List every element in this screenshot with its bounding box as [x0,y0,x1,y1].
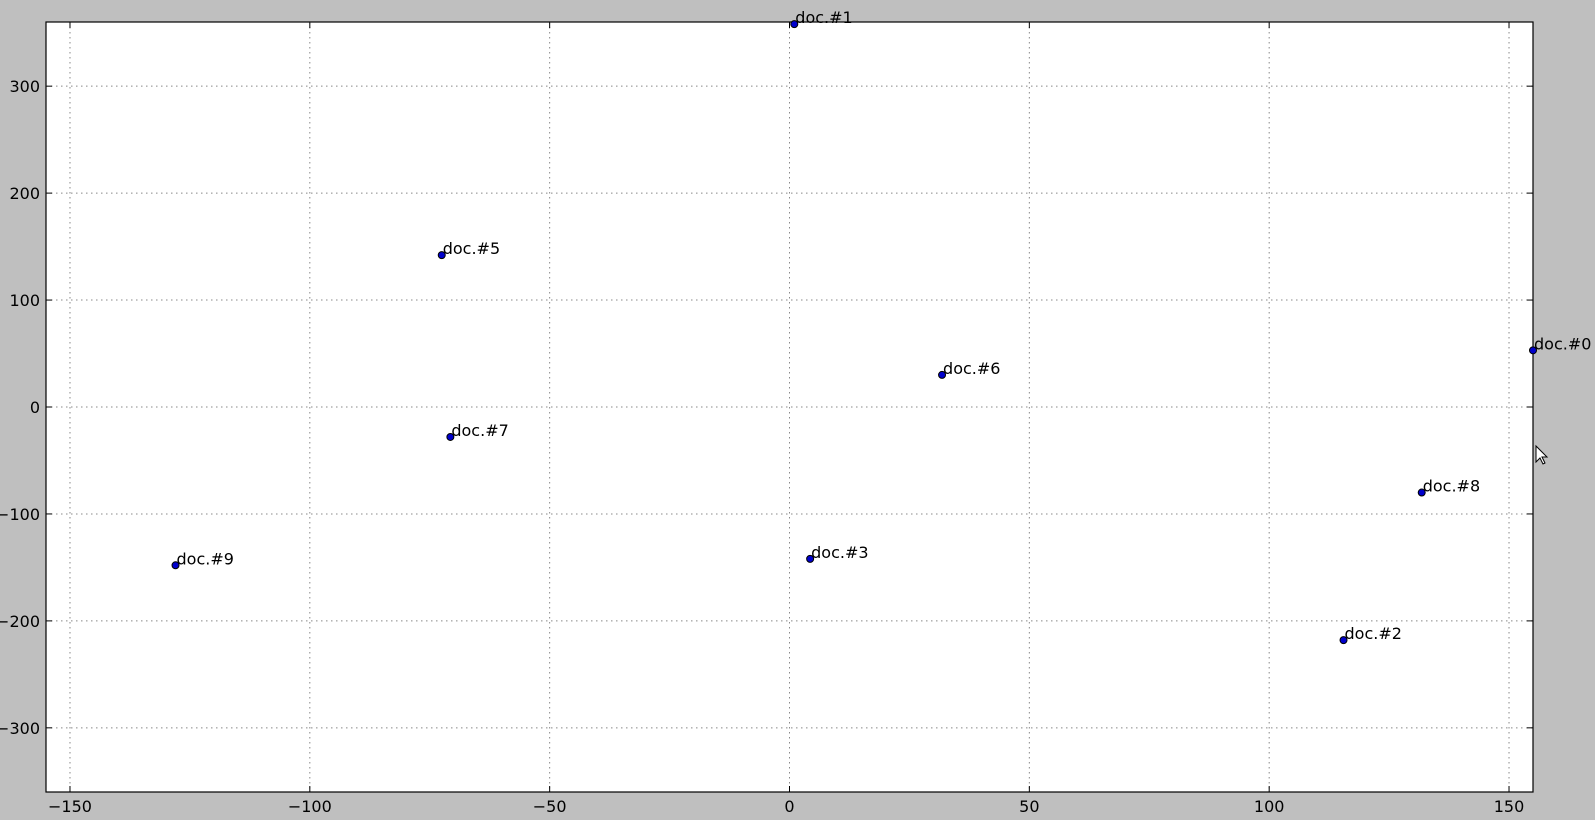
data-point [1339,636,1348,645]
x-tick-label: −50 [533,797,567,816]
data-point [938,370,947,379]
y-tick-label: 300 [9,77,40,96]
data-point-label: doc.#5 [443,239,500,258]
data-point-label: doc.#7 [451,421,508,440]
data-point-label: doc.#0 [1534,334,1591,353]
y-tick-label: 0 [30,398,40,417]
y-tick-label: −100 [0,505,40,524]
data-point-label: doc.#3 [811,543,868,562]
data-point [1529,346,1537,355]
x-tick-label: 100 [1254,797,1285,816]
data-point [806,554,815,563]
data-point-label: doc.#9 [177,549,234,568]
data-point [1417,488,1426,497]
y-tick-label: 100 [9,291,40,310]
x-tick-label: 50 [1019,797,1039,816]
data-point [171,561,180,570]
x-tick-label: 150 [1494,797,1525,816]
x-tick-label: −100 [288,797,332,816]
data-point-label: doc.#8 [1423,477,1480,496]
data-point-label: doc.#1 [795,8,852,27]
y-tick-label: 200 [9,184,40,203]
x-tick-label: 0 [784,797,794,816]
data-point [790,20,799,29]
data-point-label: doc.#2 [1345,624,1402,643]
grid-lines [46,22,1533,792]
axis-ticks: −150 −100 −50 0 50 100 150 300 200 100 0 −100 −200 −3… [0,22,1533,816]
mouse-pointer-icon [1535,444,1549,465]
y-tick-label: −300 [0,719,40,738]
data-point-label: doc.#6 [943,359,1000,378]
data-point [437,251,446,260]
data-points: doc.#0 doc.#1 doc.#2 doc.#3 doc.#5 doc.#6 doc.… [171,8,1591,645]
x-tick-label: −150 [48,797,92,816]
data-point [446,432,455,441]
y-tick-label: −200 [0,612,40,631]
cursor [1535,444,1549,465]
